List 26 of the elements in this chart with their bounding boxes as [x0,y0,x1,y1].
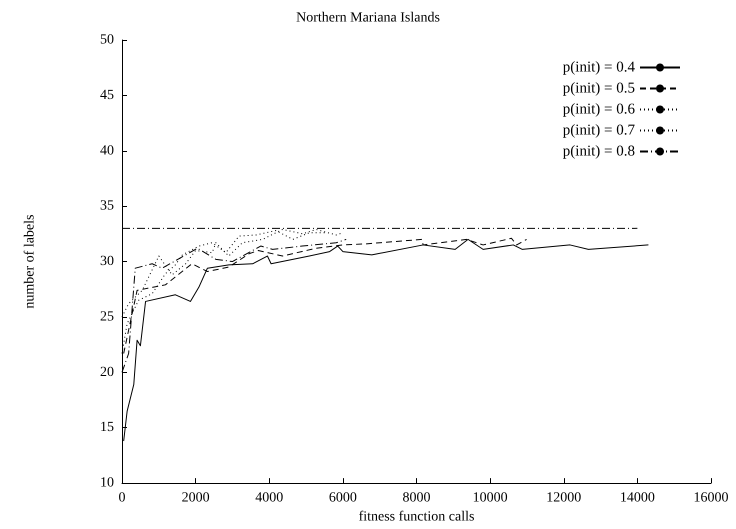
y-tick-label: 25 [100,309,114,324]
x-tick-label: 8000 [402,490,430,506]
x-tick-label: 2000 [182,490,210,506]
legend-label: p(init) = 0.6 [562,102,636,118]
x-axis-title: fitness function calls [358,510,474,524]
x-tick-label: 4000 [255,490,284,506]
chart-title: Northern Mariana Islands [296,10,440,26]
x-tick-label: 16000 [694,490,728,506]
x-tick-label: 12000 [546,490,582,506]
y-tick-label: 40 [100,143,114,158]
x-tick-label: 0 [118,490,126,506]
legend-label: p(init) = 0.4 [562,60,636,76]
y-tick-label: 50 [100,32,114,48]
legend-label: p(init) = 0.7 [562,122,636,138]
x-tick-label: 6000 [328,490,357,506]
y-axis-title: number of labels [22,214,38,309]
y-tick-label: 20 [100,364,114,380]
y-tick-label: 30 [100,254,114,270]
y-tick-label: 15 [100,420,114,436]
y-tick-label: 45 [100,88,114,103]
x-tick-label: 14000 [620,490,655,506]
y-tick-label: 35 [100,198,114,214]
y-tick-label: 10 [100,476,114,491]
x-tick-label: 10000 [472,490,508,506]
legend-label: p(init) = 0.5 [562,80,635,96]
legend-label: p(init) = 0.8 [562,144,635,160]
